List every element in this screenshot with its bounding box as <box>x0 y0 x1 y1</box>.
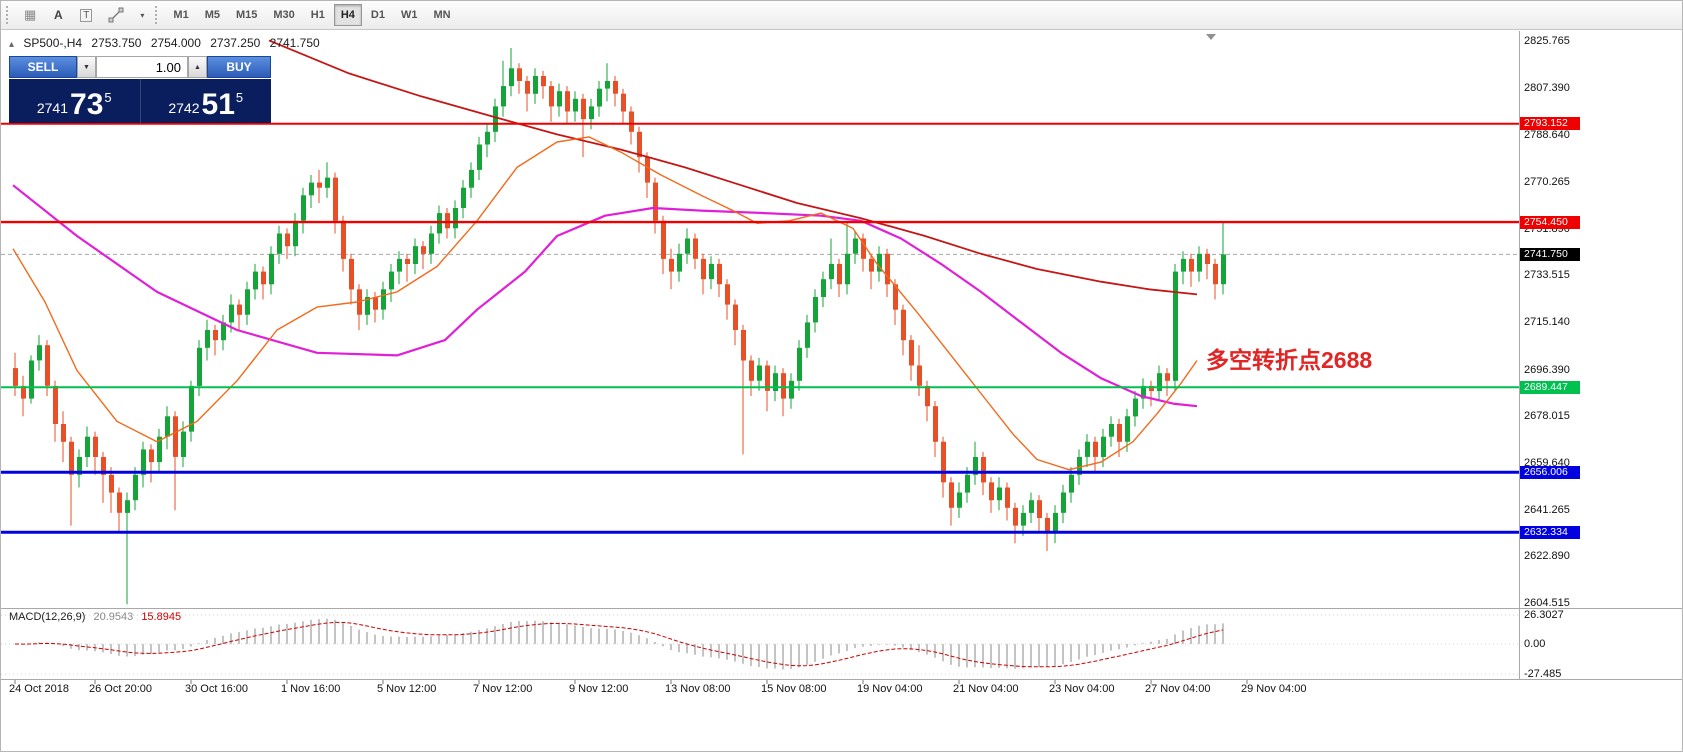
cursor-grid-icon: ▦ <box>24 7 37 22</box>
tf-mn-button[interactable]: MN <box>426 4 457 26</box>
support-line-tag-2656: 2656.006 <box>1520 466 1580 479</box>
tf-h4-button[interactable]: H4 <box>333 4 362 26</box>
text-frame-button[interactable]: T <box>73 4 99 26</box>
tf-h1-button[interactable]: H1 <box>304 4 332 26</box>
tf-m30-button[interactable]: M30 <box>266 4 301 26</box>
tf-m15-button[interactable]: M15 <box>229 4 264 26</box>
ask-figure: 2742 <box>168 100 200 116</box>
macd-main-value: 20.9543 <box>93 611 134 623</box>
time-axis[interactable]: 24 Oct 2018 26 Oct 20:00 30 Oct 16:00 1 Nov… <box>1 682 1519 700</box>
macd-indicator-header: MACD(12,26,9) 20.9543 15.8945 <box>9 611 181 623</box>
time-axis-label: 1 Nov 16:00 <box>281 683 341 695</box>
macd-signal-value: 15.8945 <box>141 611 182 623</box>
main-toolbar: ▦ A T ▾ M1 M5 M15 M30 H1 H4 D1 W1 MN <box>1 1 1682 30</box>
drawing-tools-dropdown[interactable]: ▾ <box>133 4 151 26</box>
bid-pipette: 5 <box>104 90 112 105</box>
time-axis-label: 9 Nov 12:00 <box>569 683 629 695</box>
buy-button[interactable]: BUY <box>207 56 271 78</box>
tf-m5-button[interactable]: M5 <box>198 4 227 26</box>
toolbar-drag-handle[interactable] <box>6 6 13 24</box>
bid-pips: 73 <box>70 88 104 122</box>
text-a-icon: A <box>53 8 63 22</box>
time-axis-label: 23 Nov 04:00 <box>1049 683 1115 695</box>
time-axis-label: 21 Nov 04:00 <box>953 683 1019 695</box>
drawing-tools-button[interactable] <box>101 4 131 26</box>
volume-decrease-button[interactable]: ▼ <box>77 56 96 78</box>
text-label-button[interactable]: A <box>45 4 71 26</box>
tf-w1-button[interactable]: W1 <box>394 4 425 26</box>
ohlc-low: 2737.250 <box>210 36 261 50</box>
chevron-down-icon: ▾ <box>140 10 145 20</box>
time-axis-label: 5 Nov 12:00 <box>377 683 437 695</box>
ohlc-open: 2753.750 <box>91 36 142 50</box>
one-click-trading-panel: SELL ▼ ▲ BUY 2741 73 5 2742 51 5 <box>9 56 271 123</box>
ask-price-display: 2742 51 5 <box>139 79 272 123</box>
bid-price-display: 2741 73 5 <box>9 79 140 123</box>
symbol-name: SP500-,H4 <box>23 36 83 50</box>
time-axis-label: 15 Nov 08:00 <box>761 683 827 695</box>
trendline-tool-icon <box>108 7 124 23</box>
pivot-annotation-text[interactable]: 多空转折点2688 <box>1206 347 1373 373</box>
volume-input[interactable] <box>96 56 188 78</box>
resistance-line-tag-2754: 2754.450 <box>1520 216 1580 229</box>
time-axis-label: 24 Oct 2018 <box>9 683 69 695</box>
ohlc-close: 2741.750 <box>269 36 320 50</box>
time-axis-label: 7 Nov 12:00 <box>473 683 533 695</box>
text-frame-icon: T <box>80 8 93 22</box>
macd-indicator-name: MACD(12,26,9) <box>9 611 86 623</box>
ask-pips: 51 <box>201 88 235 122</box>
ohlc-high: 2754.000 <box>150 36 201 50</box>
time-axis-label: 19 Nov 04:00 <box>857 683 923 695</box>
time-axis-label: 26 Oct 20:00 <box>89 683 152 695</box>
sell-button[interactable]: SELL <box>9 56 77 78</box>
triangle-up-icon: ▲ <box>194 63 201 71</box>
cursor-grid-button[interactable]: ▦ <box>17 4 43 26</box>
support-line-tag-2632: 2632.334 <box>1520 526 1580 539</box>
ask-pipette: 5 <box>235 90 244 105</box>
current-price-tag: 2741.750 <box>1520 248 1580 261</box>
toolbar-separator <box>155 6 162 24</box>
volume-increase-button[interactable]: ▲ <box>188 56 207 78</box>
time-axis-label: 30 Oct 16:00 <box>185 683 248 695</box>
bid-figure: 2741 <box>36 100 69 116</box>
time-axis-label: 13 Nov 08:00 <box>665 683 731 695</box>
support-line-tag-2689: 2689.447 <box>1520 381 1580 394</box>
time-axis-label: 27 Nov 04:00 <box>1145 683 1211 695</box>
chart-shift-marker[interactable] <box>1206 34 1216 40</box>
tf-m1-button[interactable]: M1 <box>166 4 195 26</box>
time-axis-label: 29 Nov 04:00 <box>1241 683 1307 695</box>
triangle-down-icon: ▼ <box>83 63 90 71</box>
symbol-ohlc-header: ▴ SP500-,H4 2753.750 2754.000 2737.250 2… <box>9 36 326 50</box>
tf-d1-button[interactable]: D1 <box>364 4 392 26</box>
resistance-line-tag-2793: 2793.152 <box>1520 117 1580 130</box>
symbol-marker-icon: ▴ <box>9 39 15 50</box>
